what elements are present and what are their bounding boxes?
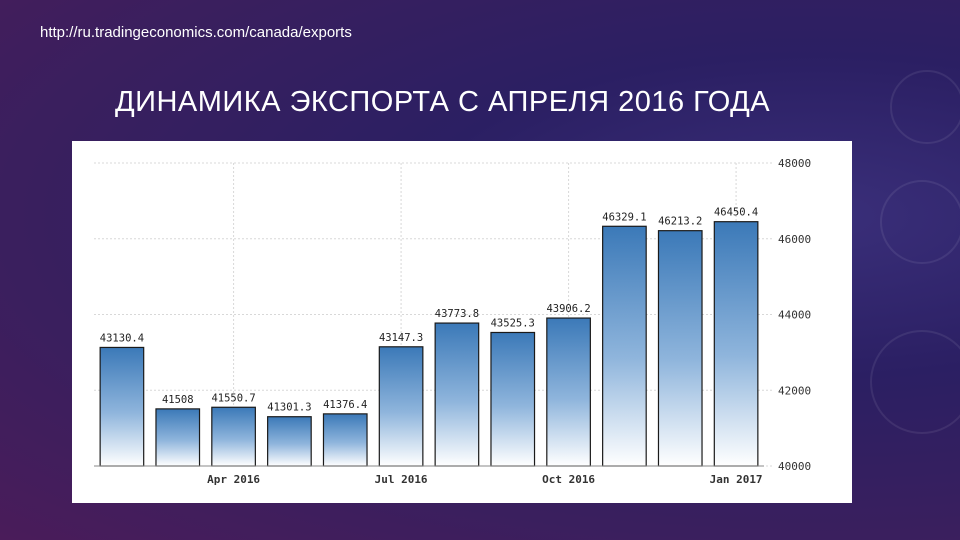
chart-panel: 43130.4 41508 41550.7 41301.3 41376.4 43147.3… [72,141,852,503]
bar [322,413,368,467]
x-tick-label: Jul 2016 [375,473,428,486]
y-tick-label: 46000 [778,233,811,246]
data-label: 46450.4 [714,207,758,219]
data-label: 46329.1 [602,211,646,223]
data-label: 43906.2 [546,303,590,315]
y-tick-label: 44000 [778,309,811,322]
source-url[interactable]: http://ru.tradingeconomics.com/canada/ex… [40,24,352,41]
data-label: 41301.3 [267,402,311,414]
bar [99,346,145,467]
bar [490,331,536,467]
slide-title: ДИНАМИКА ЭКСПОРТА С АПРЕЛЯ 2016 ГОДА [115,86,771,118]
bar [657,230,703,467]
bar [155,408,201,467]
data-label: 46213.2 [658,216,702,228]
data-label: 43773.8 [435,308,479,320]
data-label: 43525.3 [491,317,535,329]
bar-layer [99,221,759,467]
y-tick-label: 48000 [778,157,811,170]
x-tick-label: Oct 2016 [542,473,595,486]
bar [713,221,759,467]
bar [602,225,647,467]
y-tick-label: 40000 [778,460,811,473]
data-label: 41376.4 [323,399,367,411]
data-label: 43130.4 [100,332,144,344]
data-label: 41508 [162,394,194,406]
bar [267,416,312,467]
label-layer: 43130.4 41508 41550.7 41301.3 41376.4 43147.3… [100,207,758,414]
x-tick-label: Apr 2016 [207,473,260,486]
data-label: 41550.7 [211,392,255,404]
bar [378,346,424,467]
x-tick-label: Jan 2017 [710,473,763,486]
data-label: 43147.3 [379,332,423,344]
axis-layer: 40000 42000 44000 46000 48000 Apr 2016 Jul 201… [94,157,811,486]
background-circle [870,330,960,434]
background-circle [880,180,960,264]
background-circle [890,70,960,144]
y-tick-label: 42000 [778,384,811,397]
bar [211,406,256,467]
bar [434,322,480,467]
bar-chart: 43130.4 41508 41550.7 41301.3 41376.4 43147.3… [94,157,811,486]
bar [546,317,591,467]
